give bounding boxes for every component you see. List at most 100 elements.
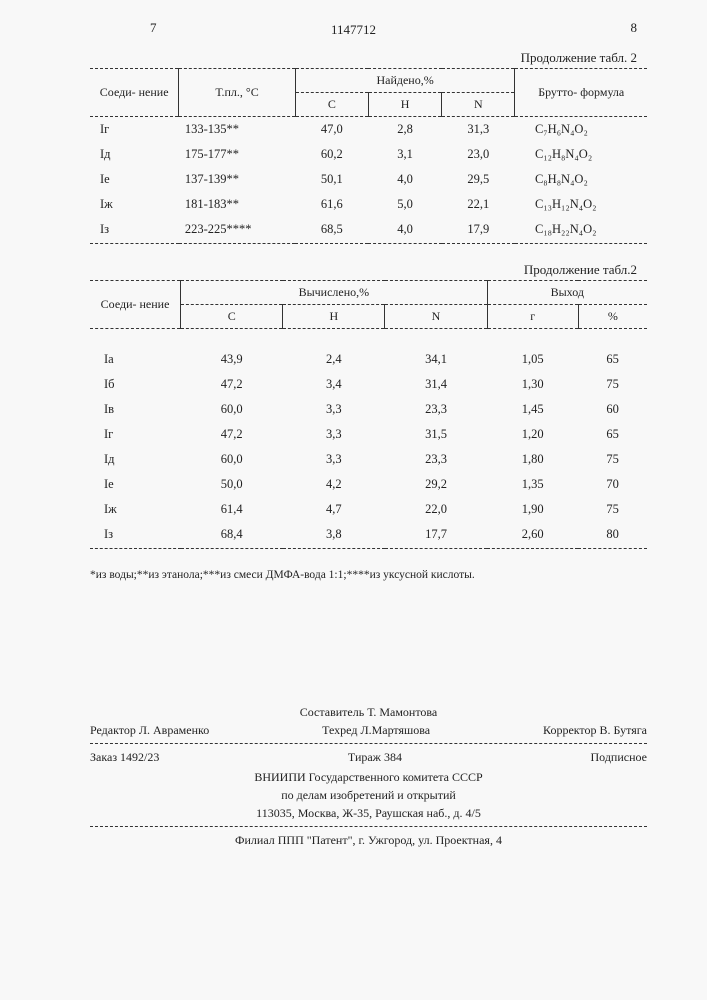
- table-row: Iж181-183**61,65,022,1C₁₃H₁₂N₄O₂: [90, 192, 647, 217]
- table-row: Iг133-135**47,02,831,3C₇H₆N₄O₂: [90, 117, 647, 143]
- cell-pct: 65: [578, 347, 647, 372]
- cell-id: Iж: [90, 192, 179, 217]
- footer-editor: Редактор Л. Авраменко: [90, 721, 209, 739]
- footer-order: Заказ 1492/23: [90, 748, 159, 766]
- cell-formula: C₁₂H₈N₄O₂: [515, 142, 647, 167]
- cell-c: 43,9: [181, 347, 283, 372]
- cell-c: 68,5: [295, 217, 368, 242]
- cell-id: Iе: [90, 167, 179, 192]
- cell-c: 68,4: [181, 522, 283, 547]
- table-row: Iа43,92,434,11,0565: [90, 347, 647, 372]
- cell-id: Iб: [90, 372, 181, 397]
- col-h: Н: [368, 93, 441, 117]
- cell-g: 1,35: [487, 472, 578, 497]
- table-row: Iз223-225****68,54,017,9C₁₈H₂₂N₄O₂: [90, 217, 647, 242]
- col-mp: Т.пл., °С: [179, 69, 295, 117]
- cell-id: Iв: [90, 397, 181, 422]
- table-row: Iж61,44,722,01,9075: [90, 497, 647, 522]
- col-formula: Брутто- формула: [515, 69, 647, 117]
- table2: Соеди- нение Вычислено,% Выход С Н N г %…: [90, 280, 647, 549]
- cell-n: 22,0: [385, 497, 487, 522]
- table-row: Iе137-139**50,14,029,5C₈H₈N₄O₂: [90, 167, 647, 192]
- cell-n: 23,3: [385, 447, 487, 472]
- cell-mp: 181-183**: [179, 192, 295, 217]
- cell-id: Iа: [90, 347, 181, 372]
- cell-formula: C₁₈H₂₂N₄O₂: [515, 217, 647, 242]
- doc-number: 1147712: [0, 22, 707, 38]
- cell-h: 3,3: [283, 422, 385, 447]
- footer-techeditor: Техред Л.Мартяшова: [322, 721, 430, 739]
- cell-pct: 70: [578, 472, 647, 497]
- cell-g: 1,20: [487, 422, 578, 447]
- cell-formula: C₁₃H₁₂N₄O₂: [515, 192, 647, 217]
- cell-g: 1,30: [487, 372, 578, 397]
- cell-g: 1,05: [487, 347, 578, 372]
- cell-h: 2,4: [283, 347, 385, 372]
- cell-id: Iз: [90, 522, 181, 547]
- cell-g: 2,60: [487, 522, 578, 547]
- col-compound: Соеди- нение: [90, 69, 179, 117]
- footer-circulation: Тираж 384: [348, 748, 402, 766]
- table-row: Iд175-177**60,23,123,0C₁₂H₈N₄O₂: [90, 142, 647, 167]
- cell-g: 1,45: [487, 397, 578, 422]
- table-row: Iг47,23,331,51,2065: [90, 422, 647, 447]
- col2-h: Н: [283, 305, 385, 329]
- cell-c: 47,2: [181, 422, 283, 447]
- cell-c: 60,2: [295, 142, 368, 167]
- cell-n: 23,3: [385, 397, 487, 422]
- footer-subscription: Подписное: [591, 748, 648, 766]
- footer-branch: Филиал ППП "Патент", г. Ужгород, ул. Про…: [90, 831, 647, 849]
- cell-pct: 65: [578, 422, 647, 447]
- cell-pct: 75: [578, 447, 647, 472]
- col2-n: N: [385, 305, 487, 329]
- cell-n: 31,5: [385, 422, 487, 447]
- col2-c: С: [181, 305, 283, 329]
- table-row: Iд60,03,323,31,8075: [90, 447, 647, 472]
- cell-mp: 137-139**: [179, 167, 295, 192]
- cell-pct: 75: [578, 372, 647, 397]
- cell-pct: 75: [578, 497, 647, 522]
- table-row: Iе50,04,229,21,3570: [90, 472, 647, 497]
- cell-h: 2,8: [368, 117, 441, 143]
- col-found: Найдено,%: [295, 69, 515, 93]
- cell-mp: 175-177**: [179, 142, 295, 167]
- footer-corrector: Корректор В. Бутяга: [543, 721, 647, 739]
- table-row: Iв60,03,323,31,4560: [90, 397, 647, 422]
- cell-formula: C₇H₆N₄O₂: [515, 117, 647, 143]
- footer-compiler: Составитель Т. Мамонтова: [90, 703, 647, 721]
- cell-h: 5,0: [368, 192, 441, 217]
- footer-vniipi1: ВНИИПИ Государственного комитета СССР: [90, 768, 647, 786]
- cell-formula: C₈H₈N₄O₂: [515, 167, 647, 192]
- cell-h: 4,7: [283, 497, 385, 522]
- table1-continuation: Продолжение табл. 2: [90, 50, 637, 66]
- col2-pct: %: [578, 305, 647, 329]
- cell-h: 4,0: [368, 217, 441, 242]
- cell-c: 50,1: [295, 167, 368, 192]
- cell-c: 47,0: [295, 117, 368, 143]
- footer: Составитель Т. Мамонтова Редактор Л. Авр…: [90, 703, 647, 849]
- cell-h: 3,1: [368, 142, 441, 167]
- cell-n: 17,7: [385, 522, 487, 547]
- cell-n: 17,9: [442, 217, 515, 242]
- cell-id: Iж: [90, 497, 181, 522]
- table1: Соеди- нение Т.пл., °С Найдено,% Брутто-…: [90, 68, 647, 244]
- cell-n: 31,4: [385, 372, 487, 397]
- col2-calc: Вычислено,%: [181, 281, 487, 305]
- cell-c: 47,2: [181, 372, 283, 397]
- cell-c: 60,0: [181, 447, 283, 472]
- cell-c: 50,0: [181, 472, 283, 497]
- cell-g: 1,90: [487, 497, 578, 522]
- cell-id: Iз: [90, 217, 179, 242]
- footer-vniipi3: 113035, Москва, Ж-35, Раушская наб., д. …: [90, 804, 647, 822]
- cell-id: Iе: [90, 472, 181, 497]
- cell-n: 34,1: [385, 347, 487, 372]
- cell-c: 61,4: [181, 497, 283, 522]
- cell-id: Iг: [90, 422, 181, 447]
- cell-mp: 223-225****: [179, 217, 295, 242]
- cell-id: Iг: [90, 117, 179, 143]
- cell-h: 3,8: [283, 522, 385, 547]
- table2-continuation: Продолжение табл.2: [90, 262, 637, 278]
- cell-id: Iд: [90, 447, 181, 472]
- cell-c: 61,6: [295, 192, 368, 217]
- cell-c: 60,0: [181, 397, 283, 422]
